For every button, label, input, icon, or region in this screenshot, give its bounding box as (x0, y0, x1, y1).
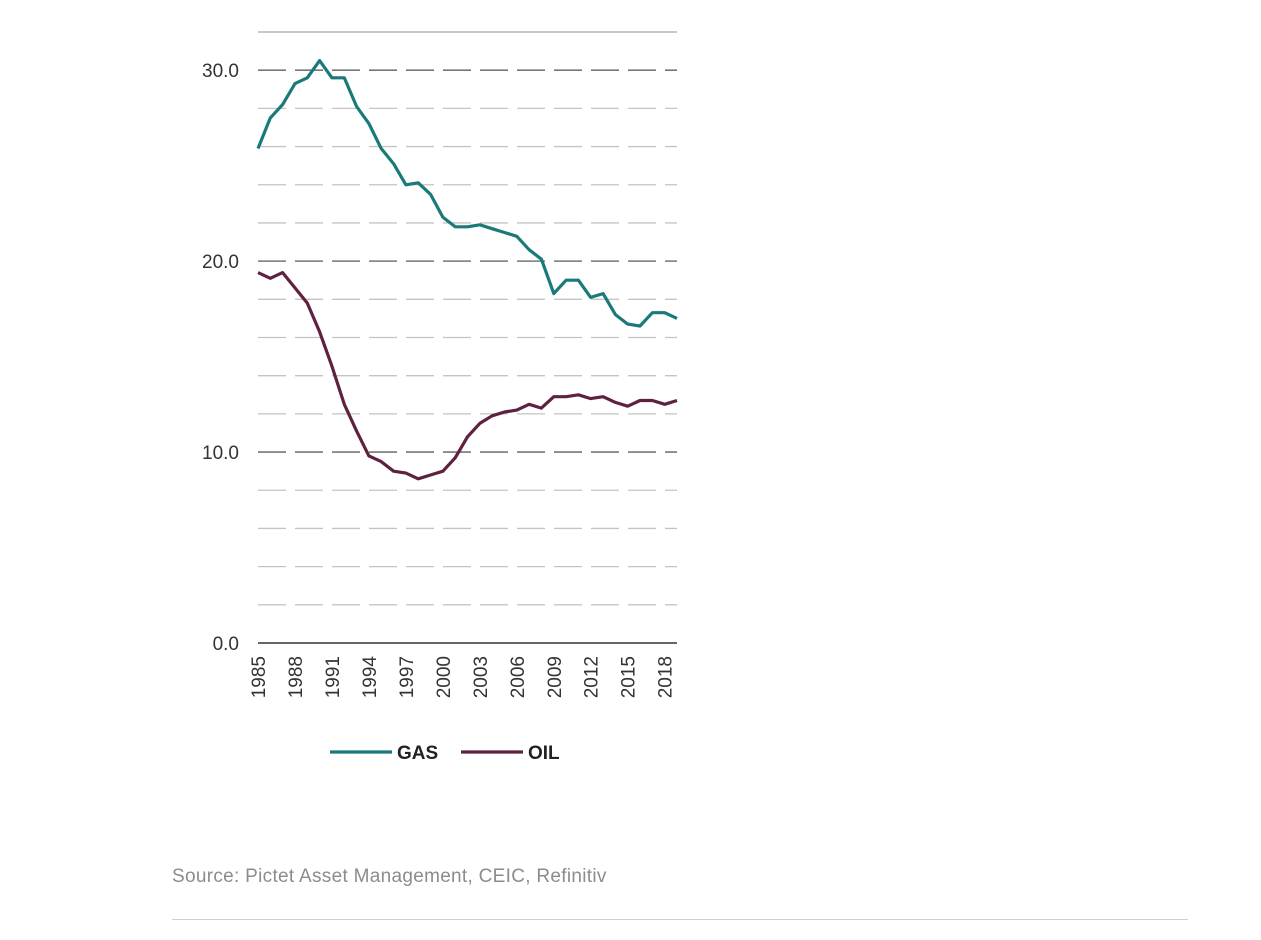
series-line-oil (257, 271, 678, 481)
x-tick-label: 2000 (434, 656, 455, 698)
y-tick-label: 30.0 (202, 61, 239, 82)
legend-label-oil: OIL (528, 743, 560, 764)
legend-label-gas: GAS (397, 743, 438, 764)
x-tick-label: 2015 (619, 656, 640, 698)
x-tick-label: 2018 (656, 656, 677, 698)
chart-series (256, 58, 678, 481)
x-tick-label: 1988 (286, 656, 307, 698)
x-tick-label: 1994 (360, 656, 381, 699)
x-tick-label: 2009 (545, 656, 566, 698)
y-tick-label: 0.0 (213, 634, 239, 655)
x-tick-label: 2006 (508, 656, 529, 698)
x-tick-label: 1997 (397, 656, 418, 698)
series-line-gas (256, 58, 678, 328)
chart-grid (258, 31, 677, 606)
y-tick-label: 20.0 (202, 252, 239, 273)
x-axis: 1985 1988 1991 1994 1997 2000 2003 2006 2009 2012… (249, 656, 677, 699)
chart-legend: GAS OIL (330, 743, 560, 764)
divider (172, 919, 1188, 920)
source-note: Source: Pictet Asset Management, CEIC, R… (172, 866, 607, 887)
y-tick-label: 10.0 (202, 443, 239, 464)
x-tick-label: 1991 (323, 656, 344, 698)
y-axis: 0.0 10.0 20.0 30.0 (202, 61, 239, 655)
x-tick-label: 2012 (582, 656, 603, 698)
line-chart: 0.0 10.0 20.0 30.0 1985 1988 1991 1994 1997 2000… (202, 31, 678, 764)
x-tick-label: 1985 (249, 656, 270, 698)
x-tick-label: 2003 (471, 656, 492, 698)
